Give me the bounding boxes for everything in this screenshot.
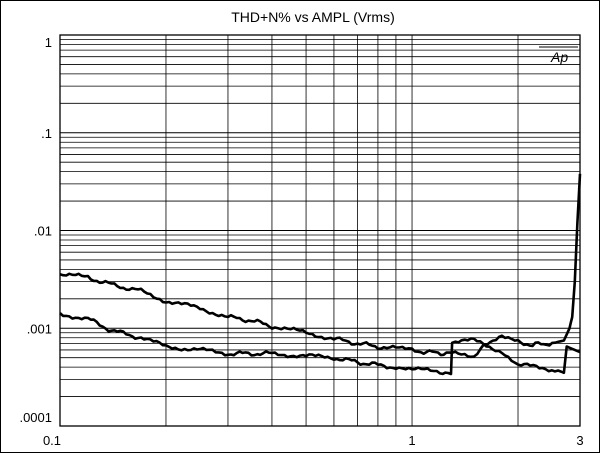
series-line-2 [59,312,581,376]
y-tick-label: .001 [27,321,52,336]
x-tick-label: 1 [408,433,415,448]
series-line-1 [59,173,582,359]
x-tick-label: 0.1 [43,433,61,448]
chart-title: THD+N% vs AMPL (Vrms) [231,9,394,25]
y-tick-label: 1 [45,35,52,50]
grid-lines [60,35,580,426]
y-tick-label: .0001 [19,410,52,425]
tick-labels: 0.1 1 3 1 .1 .01 .001 .0001 [19,35,583,448]
ap-badge: Ap [539,46,578,65]
y-tick-label: .01 [34,224,52,239]
series-lines [59,173,582,376]
x-tick-label: 3 [576,433,583,448]
y-tick-label: .1 [41,126,52,141]
ap-badge-label: Ap [550,49,568,65]
plot-area-border [59,34,581,427]
